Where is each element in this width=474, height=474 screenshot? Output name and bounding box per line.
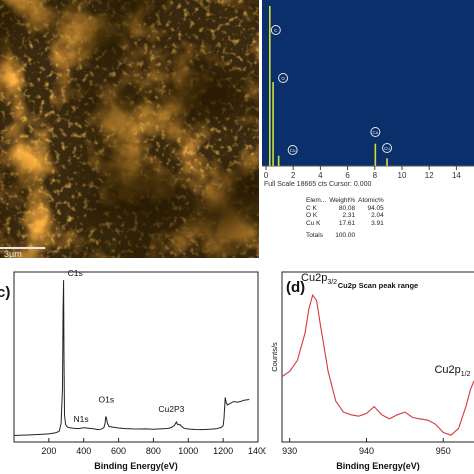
eds-peak-marker [270,25,281,35]
table-cell: Totals [306,232,323,239]
table-header: Atomic% [358,197,384,204]
cu2p-x-axis-label: Binding Energy(eV) [336,461,420,471]
xps-x-tick-label: 400 [76,446,91,456]
table-cell: 2.31 [342,212,356,219]
table-row: C K 80.08 94.05 [306,205,387,213]
eds-status-text: Full Scale 18665 cts Cursor: 0.000 [264,181,371,188]
panel-label: c) [0,284,10,301]
cu2p-line [281,293,474,436]
cu2p-peak-annotation: Cu2p3/2 [301,272,337,286]
xps-x-axis-label: Binding Energy(eV) [94,461,178,471]
xps-peak-annotation: C1s [68,268,83,278]
eds-peak-label: Cu [384,146,390,151]
table-header: Elem... [306,197,327,204]
table-cell: 100.00 [335,232,356,239]
eds-x-tick-label: 8 [373,171,378,180]
eds-peak-label: Cu [290,148,296,153]
table-cell: 17.61 [338,219,356,227]
table-cell: 2.04 [371,212,384,219]
cu2p-x-tick-label: 940 [359,446,374,456]
eds-x-tick-label: 0 [264,171,269,180]
cu2p-chart: 930 940 950 Cu2p Scan peak range (d)Cu2p3/2 C… [270,271,474,471]
cu2p-plot-frame [281,271,474,443]
cu2p-y-axis-label: Counts/s [270,342,279,372]
sem-shadow [0,0,259,258]
eds-peak-label: C [274,28,278,33]
scale-bar-label: 3µm [4,249,22,258]
eds-spectrum-chart: 0 2 4 6 8 10 12 14 C O Cu Cu Cu Full Scale 18665 cts… [262,0,474,188]
eds-peak-label: Cu [372,130,378,135]
eds-peak-marker [370,127,381,137]
table-cell: O K [306,212,318,219]
table-cell: 3.91 [371,219,384,227]
eds-peak-label: O [281,76,285,81]
table-header: Weight% [329,197,356,204]
xps-peak-annotation: Cu2P3 [158,404,184,414]
eds-x-tick-label: 6 [345,171,350,180]
xps-x-tick-label: 600 [111,446,126,456]
xps-survey-chart: 200 400 600 800 1000 1200 1400 C1s N1s O1s Cu2P3 Bi… [0,268,266,471]
eds-peak-marker [382,143,393,153]
xps-survey-line [13,280,250,436]
xps-peak-annotation: N1s [74,414,89,424]
table-cell: 80.08 [338,204,356,212]
eds-x-tick-label: 12 [425,171,434,180]
sem-image-panel: 3µm [0,0,259,258]
table-row: Cu K 17.61 3.91 [306,220,387,228]
sem-micrograph [0,0,259,258]
table-cell: C K [306,204,317,212]
eds-plot-background [262,0,474,166]
table-header-row: Elem... Weight% Atomic% [306,197,387,205]
xps-x-tick-label: 800 [146,446,161,456]
xps-plot-frame [13,271,259,443]
xps-x-tick-label: 200 [41,446,56,456]
xps-peak-annotation: O1s [99,394,115,404]
xps-survey-panel: 200 400 600 800 1000 1200 1400 C1s N1s O1s Cu2P3 Bi… [0,266,266,474]
xps-x-tick-label: 1400 [248,446,266,456]
xps-x-tick-label: 1200 [213,446,233,456]
xps-x-tick-label: 1000 [178,446,198,456]
eds-panel: 0 2 4 6 8 10 12 14 C O Cu Cu Cu Full Scale 18665 cts… [262,0,474,258]
scale-bar [0,247,45,249]
eds-x-tick-label: 14 [452,171,461,180]
cu2p-x-tick-label: 930 [282,446,297,456]
table-totals-row: Totals 100.00 [306,227,387,240]
eds-x-tick-label: 4 [318,171,323,180]
eds-x-tick-label: 2 [291,171,296,180]
eds-peak-marker [278,73,289,83]
eds-peak-marker [287,145,298,155]
eds-results-table: Elem... Weight% Atomic% C K 80.08 94.05 … [306,197,387,240]
table-row: O K 2.31 2.04 [306,212,387,220]
table-cell: 94.05 [367,204,384,212]
panel-label: (d) [286,279,305,296]
cu2p-peak-annotation: Cu2p1/2 [434,364,470,378]
eds-x-tick-label: 10 [398,171,407,180]
table-cell: Cu K [306,219,321,227]
cu2p-x-tick-label: 950 [436,446,451,456]
cu2p-title: Cu2p Scan peak range [338,281,418,290]
cu2p-panel: 930 940 950 Cu2p Scan peak range (d) Cu2p3/2 C… [270,266,474,474]
